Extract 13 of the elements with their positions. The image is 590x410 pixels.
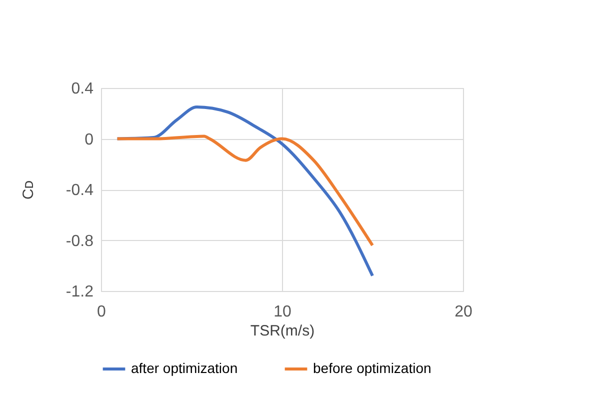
x-tick-label: 10 [274, 304, 292, 320]
x-axis-title: TSR(m/s) [250, 322, 315, 340]
y-axis-title: Cᴅ [20, 180, 37, 200]
legend-label: before optimization [313, 360, 432, 376]
y-tick-label: -1.2 [66, 284, 94, 300]
x-tick-label: 20 [454, 304, 472, 320]
y-tick-label: 0 [84, 131, 94, 148]
y-tick-label: 0.4 [71, 80, 94, 98]
y-tick-label: -0.4 [66, 182, 94, 199]
legend-label: after optimization [131, 360, 238, 376]
line-series [116, 134, 374, 247]
x-tick-label: 0 [97, 304, 106, 320]
y-tick-label: -0.8 [66, 232, 94, 250]
